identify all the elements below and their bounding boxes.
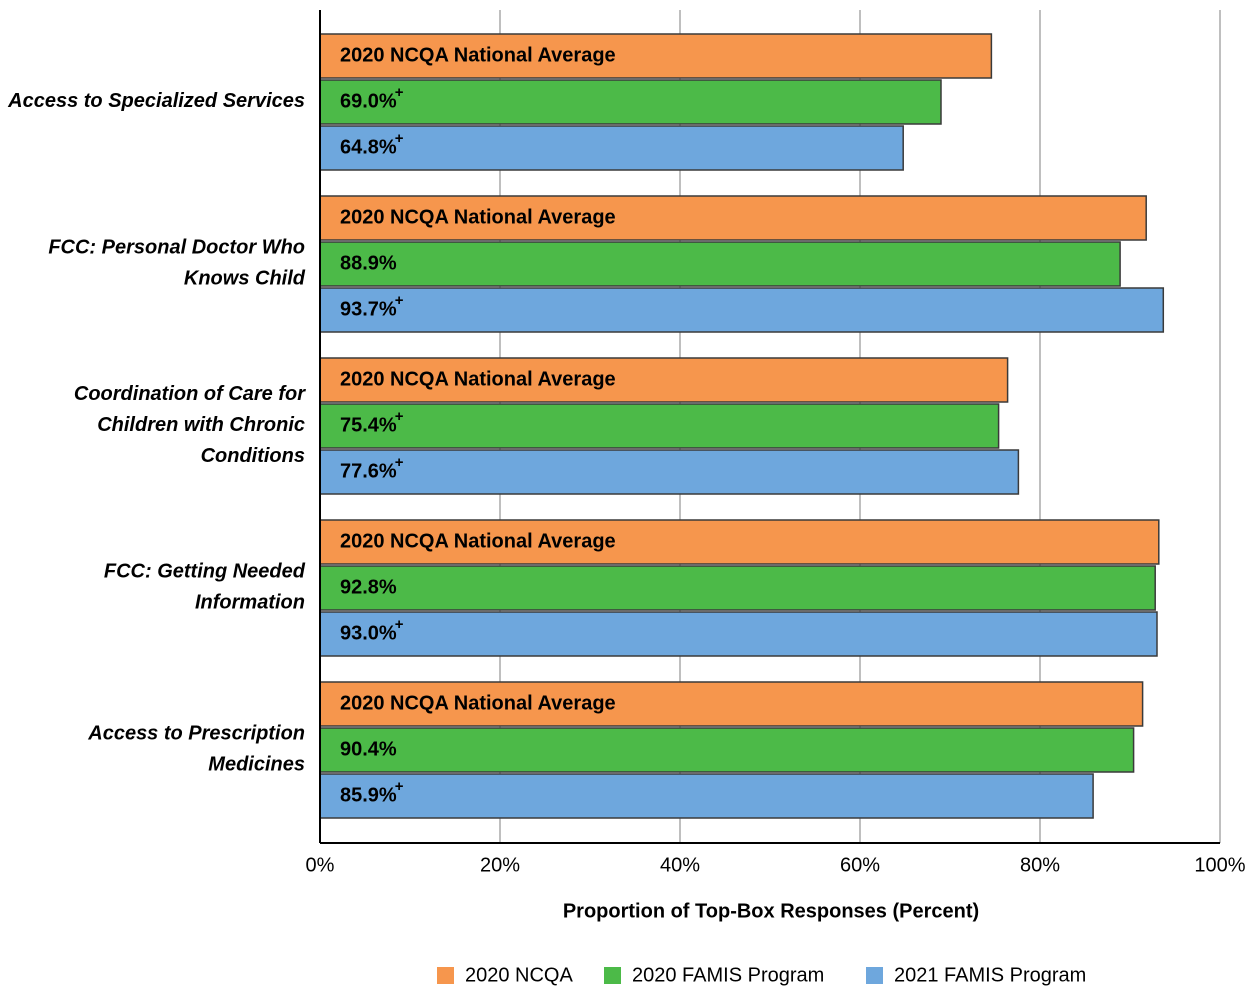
value-label: 92.8% xyxy=(340,576,397,598)
value-label: 77.6% xyxy=(340,460,397,482)
bar-text: 2020 NCQA National Average xyxy=(340,692,616,714)
value-label: 93.7% xyxy=(340,298,397,320)
bar xyxy=(319,519,1160,565)
bar-text: 2020 NCQA National Average xyxy=(340,530,616,552)
legend-swatch xyxy=(604,967,621,984)
x-tick-label: 60% xyxy=(840,854,880,876)
flag-symbol: + xyxy=(395,408,404,425)
value-label: 90.4% xyxy=(340,738,397,760)
legend-swatch xyxy=(437,967,454,984)
bar xyxy=(319,773,1094,819)
value-label: 88.9% xyxy=(340,252,397,274)
category-label: FCC: Getting Needed Information xyxy=(104,561,306,614)
legend-swatch xyxy=(866,967,883,984)
flag-symbol: + xyxy=(395,778,404,795)
bar-text: 2020 NCQA National Average xyxy=(340,368,616,390)
x-tick-label: 20% xyxy=(480,854,520,876)
bar xyxy=(319,565,1156,611)
bar xyxy=(319,125,904,171)
bar xyxy=(319,79,942,125)
x-tick-label: 80% xyxy=(1020,854,1060,876)
bar xyxy=(319,727,1135,773)
value-label: 93.0% xyxy=(340,622,397,644)
category-label: Access to Specialized Services xyxy=(7,90,305,112)
flag-symbol: + xyxy=(395,84,404,101)
x-tick-label: 40% xyxy=(660,854,700,876)
value-label: 75.4% xyxy=(340,414,397,436)
flag-symbol: + xyxy=(395,454,404,471)
value-label: 69.0% xyxy=(340,90,397,112)
legend-label: 2020 FAMIS Program xyxy=(632,964,824,986)
bar xyxy=(319,287,1165,333)
bar xyxy=(319,449,1020,495)
category-label: Access to Prescription Medicines xyxy=(87,723,305,776)
flag-symbol: + xyxy=(395,130,404,147)
bar xyxy=(319,611,1158,657)
x-axis-label: Proportion of Top-Box Responses (Percent… xyxy=(563,900,979,922)
x-tick-label: 0% xyxy=(306,854,335,876)
bar-text: 2020 NCQA National Average xyxy=(340,44,616,66)
flag-symbol: + xyxy=(395,292,404,309)
x-tick-label: 100% xyxy=(1194,854,1245,876)
legend-label: 2020 NCQA xyxy=(465,964,573,986)
legend-label: 2021 FAMIS Program xyxy=(894,964,1086,986)
category-label: FCC: Personal Doctor Who Knows Child xyxy=(48,237,305,290)
flag-symbol: + xyxy=(395,616,404,633)
bar xyxy=(319,403,1000,449)
category-label: Coordination of Care for Children with Ch… xyxy=(74,383,306,467)
bar xyxy=(319,241,1121,287)
bar xyxy=(319,681,1144,727)
value-label: 85.9% xyxy=(340,784,397,806)
value-label: 64.8% xyxy=(340,136,397,158)
bar-text: 2020 NCQA National Average xyxy=(340,206,616,228)
bar xyxy=(319,33,993,79)
bar xyxy=(319,357,1009,403)
